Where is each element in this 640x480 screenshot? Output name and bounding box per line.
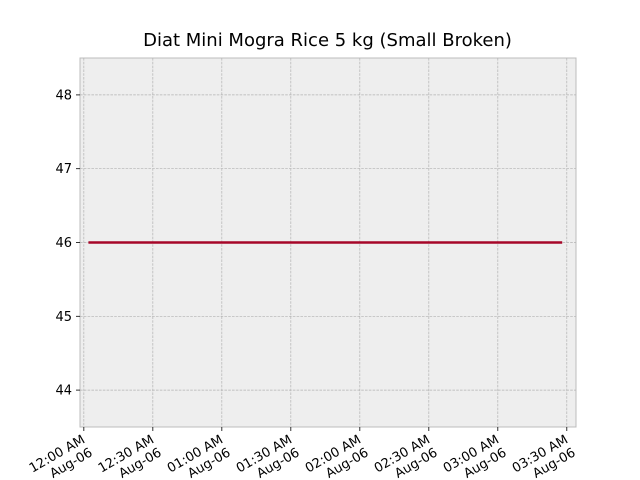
x-tick-label: 03:30 AMAug-06 <box>510 432 578 480</box>
y-tick-label: 45 <box>55 310 72 325</box>
chart-title: Diat Mini Mogra Rice 5 kg (Small Broken) <box>143 30 512 51</box>
x-tick-label: 12:00 AMAug-06 <box>27 432 95 480</box>
x-tick-label: 02:00 AMAug-06 <box>303 432 371 480</box>
x-tick-label: 12:30 AMAug-06 <box>96 432 164 480</box>
x-axis: 12:00 AMAug-06 12:30 AMAug-06 01:00 AMAug-… <box>27 427 578 480</box>
y-axis: 44 45 46 47 48 <box>55 88 80 399</box>
x-tick-label: 02:30 AMAug-06 <box>372 432 440 480</box>
x-tick-label: 01:00 AMAug-06 <box>165 432 233 480</box>
x-tick-label: 01:30 AMAug-06 <box>234 432 302 480</box>
y-tick-label: 47 <box>55 162 72 177</box>
y-tick-label: 46 <box>55 236 72 251</box>
y-tick-label: 44 <box>55 384 72 399</box>
x-tick-label: 03:00 AMAug-06 <box>441 432 509 480</box>
y-tick-label: 48 <box>55 88 72 103</box>
